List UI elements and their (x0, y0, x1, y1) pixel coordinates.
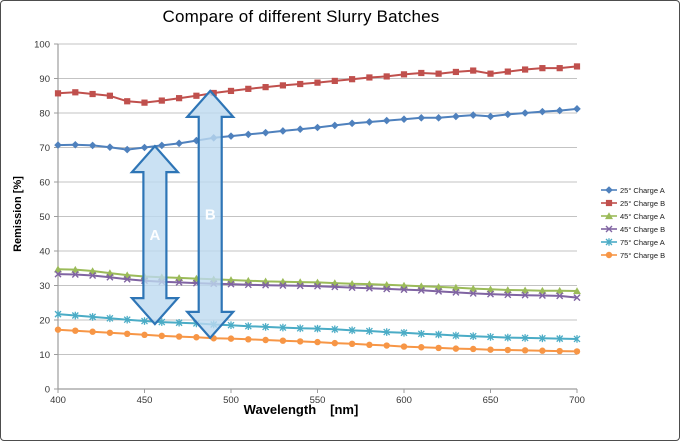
y-tick-label: 30 (39, 281, 50, 292)
x-tick-label: 600 (396, 395, 412, 406)
x-tick-label: 650 (483, 395, 499, 406)
x-tick-label: 450 (137, 395, 153, 406)
x-tick-label: 550 (310, 395, 326, 406)
x-tick-label: 700 (569, 395, 585, 406)
legend-item: 75° Charge B (600, 250, 665, 260)
legend-label: 45° Charge B (620, 224, 666, 234)
y-tick-label: 50 (39, 212, 50, 223)
legend-label: 75° Charge A (620, 237, 665, 247)
series-25-charge-b (54, 63, 581, 106)
legend-label: 25° Charge A (620, 185, 665, 195)
y-tick-label: 0 (45, 385, 50, 396)
series-75-charge-b (54, 326, 581, 355)
legend-item: 45° Charge A (600, 211, 665, 221)
y-tick-label: 70 (39, 143, 50, 154)
legend-label: 75° Charge B (620, 250, 666, 260)
legend-item: 25° Charge A (600, 185, 665, 195)
y-tick-label: 40 (39, 247, 50, 258)
legend-label: 25° Charge B (620, 198, 666, 208)
legend-label: 45° Charge A (620, 211, 665, 221)
legend: 25° Charge A 25° Charge B 45° Charge A 45° … (600, 185, 665, 263)
difference-arrow-b: B (184, 89, 236, 340)
legend-marker-icon (601, 212, 617, 220)
y-tick-label: 60 (39, 178, 50, 189)
y-tick-label: 10 (39, 350, 50, 361)
x-tick-label: 400 (50, 395, 66, 406)
arrow-label: B (205, 206, 216, 223)
y-tick-label: 20 (39, 316, 50, 327)
arrow-label: A (149, 227, 160, 244)
legend-item: 25° Charge B (600, 198, 665, 208)
legend-marker-icon (601, 251, 617, 259)
x-axis-title-word: Wavelength (243, 402, 317, 417)
x-tick-label: 500 (223, 395, 239, 406)
legend-marker-icon (601, 199, 617, 207)
chart-title: Compare of different Slurry Batches (162, 7, 440, 26)
y-tick-label: 90 (39, 74, 50, 85)
difference-arrow-a: A (129, 144, 181, 326)
legend-item: 45° Charge B (600, 224, 665, 234)
legend-marker-icon (601, 225, 617, 233)
series-75-charge-a (54, 310, 581, 343)
x-axis-title: Wavelength [nm] (41, 402, 561, 417)
legend-marker-icon (601, 238, 617, 246)
legend-marker-icon (601, 186, 617, 194)
y-tick-label: 100 (34, 40, 50, 51)
x-axis-title-unit: [nm] (330, 402, 359, 417)
legend-item: 75° Charge A (600, 237, 665, 247)
y-tick-label: 80 (39, 109, 50, 120)
series-25-charge-a (54, 105, 581, 154)
